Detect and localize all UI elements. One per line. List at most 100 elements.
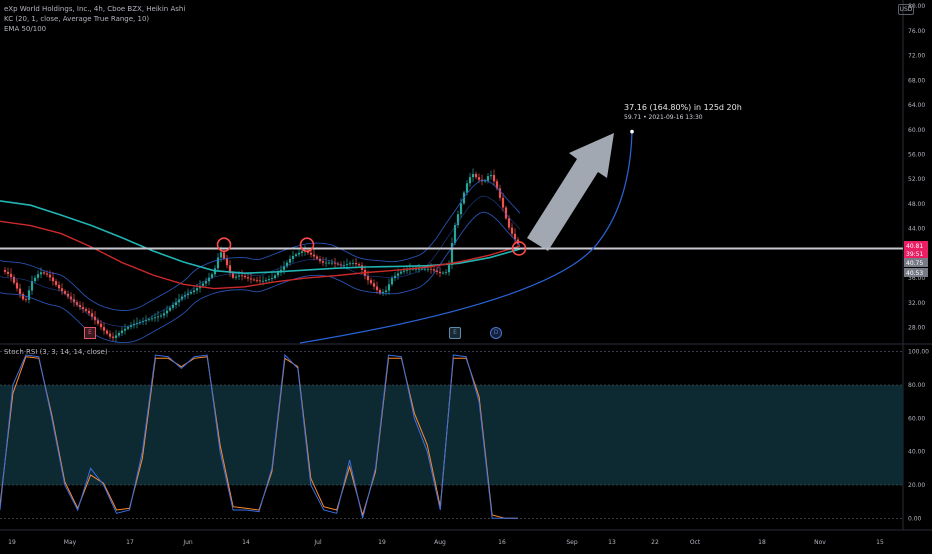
candle-body xyxy=(48,274,52,278)
time-tick-label: Jun xyxy=(182,539,193,546)
candle-body xyxy=(441,272,445,274)
candle-body xyxy=(195,288,199,291)
candle-body xyxy=(201,283,205,286)
candle-body xyxy=(234,276,238,278)
price-tick-label: 56.00 xyxy=(908,152,925,159)
candle-body xyxy=(291,255,295,259)
candle-body xyxy=(27,290,31,300)
candle-body xyxy=(237,275,241,277)
candle-body xyxy=(333,262,337,264)
candle-body xyxy=(24,299,28,301)
price-tick-label: 52.00 xyxy=(908,176,925,183)
projection-arrow xyxy=(527,133,614,251)
candle-body xyxy=(390,278,394,285)
candle-body xyxy=(510,227,514,234)
candle-body xyxy=(150,318,154,320)
candle-body xyxy=(288,258,292,263)
rsi-tick-label: 100.00 xyxy=(908,349,929,356)
rsi-band xyxy=(0,385,903,485)
price-badge xyxy=(904,241,928,250)
candle-body xyxy=(240,275,244,277)
candle-body xyxy=(147,319,151,321)
candle-body xyxy=(276,272,280,276)
candle-body xyxy=(402,270,406,272)
price-tick-label: 64.00 xyxy=(908,102,925,109)
rsi-tick-label: 40.00 xyxy=(908,449,925,456)
price-tick-label: 60.00 xyxy=(908,127,925,134)
candle-body xyxy=(54,281,58,285)
price-badge xyxy=(904,249,928,258)
candle-body xyxy=(459,203,463,215)
price-tick-label: 32.00 xyxy=(908,300,925,307)
candle-body xyxy=(270,278,274,280)
candle-body xyxy=(156,316,160,318)
candle-body xyxy=(498,188,502,198)
candle-body xyxy=(495,181,499,189)
indicator-ema[interactable]: EMA 50/100 xyxy=(4,25,47,33)
earnings-event-icon[interactable]: E xyxy=(449,327,461,339)
candle-body xyxy=(84,309,88,311)
candle-body xyxy=(246,277,250,279)
candle-body xyxy=(105,330,109,334)
candle-body xyxy=(99,323,103,328)
candle-body xyxy=(228,265,232,273)
dividend-event-icon[interactable]: D xyxy=(490,327,502,339)
candle-body xyxy=(318,258,322,262)
time-tick-label: 17 xyxy=(126,539,134,546)
candle-body xyxy=(348,263,352,265)
price-badge xyxy=(904,268,928,277)
candle-body xyxy=(483,180,487,182)
candle-body xyxy=(501,197,505,208)
candle-body xyxy=(378,290,382,294)
candle-body xyxy=(66,293,70,297)
highlight-circle xyxy=(216,237,232,253)
stoch-rsi-label[interactable]: Stoch RSI (3, 3, 14, 14, close) xyxy=(4,348,108,356)
candle-body xyxy=(393,275,397,279)
candle-body xyxy=(384,290,388,293)
candle-body xyxy=(42,272,46,274)
time-tick-label: 18 xyxy=(758,539,766,546)
candle-body xyxy=(153,317,157,319)
candle-body xyxy=(108,333,112,337)
candle-body xyxy=(132,323,136,326)
candle-body xyxy=(96,320,100,324)
candle-body xyxy=(126,326,130,329)
candle-body xyxy=(492,175,496,182)
candle-body xyxy=(219,252,223,258)
candle-body xyxy=(309,252,313,255)
candle-body xyxy=(15,282,19,289)
candle-body xyxy=(231,272,235,278)
candle-body xyxy=(474,174,478,178)
earnings-event-icon[interactable]: E xyxy=(84,327,96,339)
symbol-title: eXp World Holdings, Inc., 4h, Cboe BZX, … xyxy=(4,5,186,13)
candle-body xyxy=(159,315,163,317)
candle-body xyxy=(90,313,94,317)
candle-body xyxy=(426,268,430,270)
price-badge-label: 40.75 xyxy=(906,260,923,267)
rsi-tick-label: 0.00 xyxy=(908,515,922,522)
time-tick-label: Nov xyxy=(814,539,826,546)
candle-body xyxy=(282,266,286,270)
candle-body xyxy=(171,304,175,308)
candle-body xyxy=(453,225,457,244)
currency-badge[interactable]: USD xyxy=(898,4,914,15)
candle-body xyxy=(387,284,391,291)
time-tick-label: 14 xyxy=(242,539,250,546)
time-tick-label: Sep xyxy=(566,539,578,546)
indicator-kc[interactable]: KC (20, 1, close, Average True Range, 10… xyxy=(4,15,150,23)
rsi-tick-label: 80.00 xyxy=(908,382,925,389)
candle-body xyxy=(438,271,442,274)
candle-body xyxy=(369,280,373,284)
candle-body xyxy=(342,265,346,266)
candle-body xyxy=(57,284,61,289)
time-tick-label: Oct xyxy=(690,539,701,546)
candle-body xyxy=(489,175,493,177)
rsi-tick-label: 20.00 xyxy=(908,482,925,489)
price-tick-label: 72.00 xyxy=(908,53,925,60)
price-badge-label: 40.81 xyxy=(906,243,923,250)
candle-body xyxy=(285,262,289,267)
candle-body xyxy=(399,271,403,274)
candle-body xyxy=(162,313,166,316)
